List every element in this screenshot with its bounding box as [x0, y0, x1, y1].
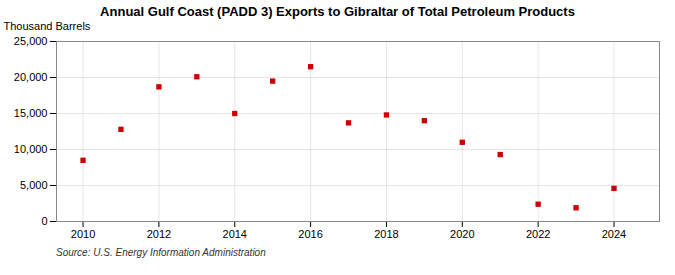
svg-text:2018: 2018: [374, 228, 398, 240]
svg-text:2014: 2014: [223, 228, 247, 240]
svg-text:2010: 2010: [71, 228, 95, 240]
svg-text:2020: 2020: [450, 228, 474, 240]
svg-text:2022: 2022: [526, 228, 550, 240]
html-text:Annual Gulf Coast (PADD 3) Exp: Annual Gulf Coast (PADD 3) Exports to Gi…: [100, 4, 575, 19]
svg-text:5,000: 5,000: [20, 179, 48, 191]
svg-text:2016: 2016: [298, 228, 322, 240]
svg-text:20,000: 20,000: [14, 71, 48, 83]
svg-text:Thousand Barrels: Thousand Barrels: [4, 20, 91, 32]
svg-text:10,000: 10,000: [14, 143, 48, 155]
svg-text:15,000: 15,000: [14, 107, 48, 119]
svg-text:25,000: 25,000: [14, 35, 48, 47]
svg-text:0: 0: [41, 215, 47, 227]
svg-text:2024: 2024: [602, 228, 626, 240]
svg-text:2012: 2012: [147, 228, 171, 240]
html-text:Source: U.S. Energy Informatio: Source: U.S. Energy Information Administ…: [56, 247, 266, 258]
